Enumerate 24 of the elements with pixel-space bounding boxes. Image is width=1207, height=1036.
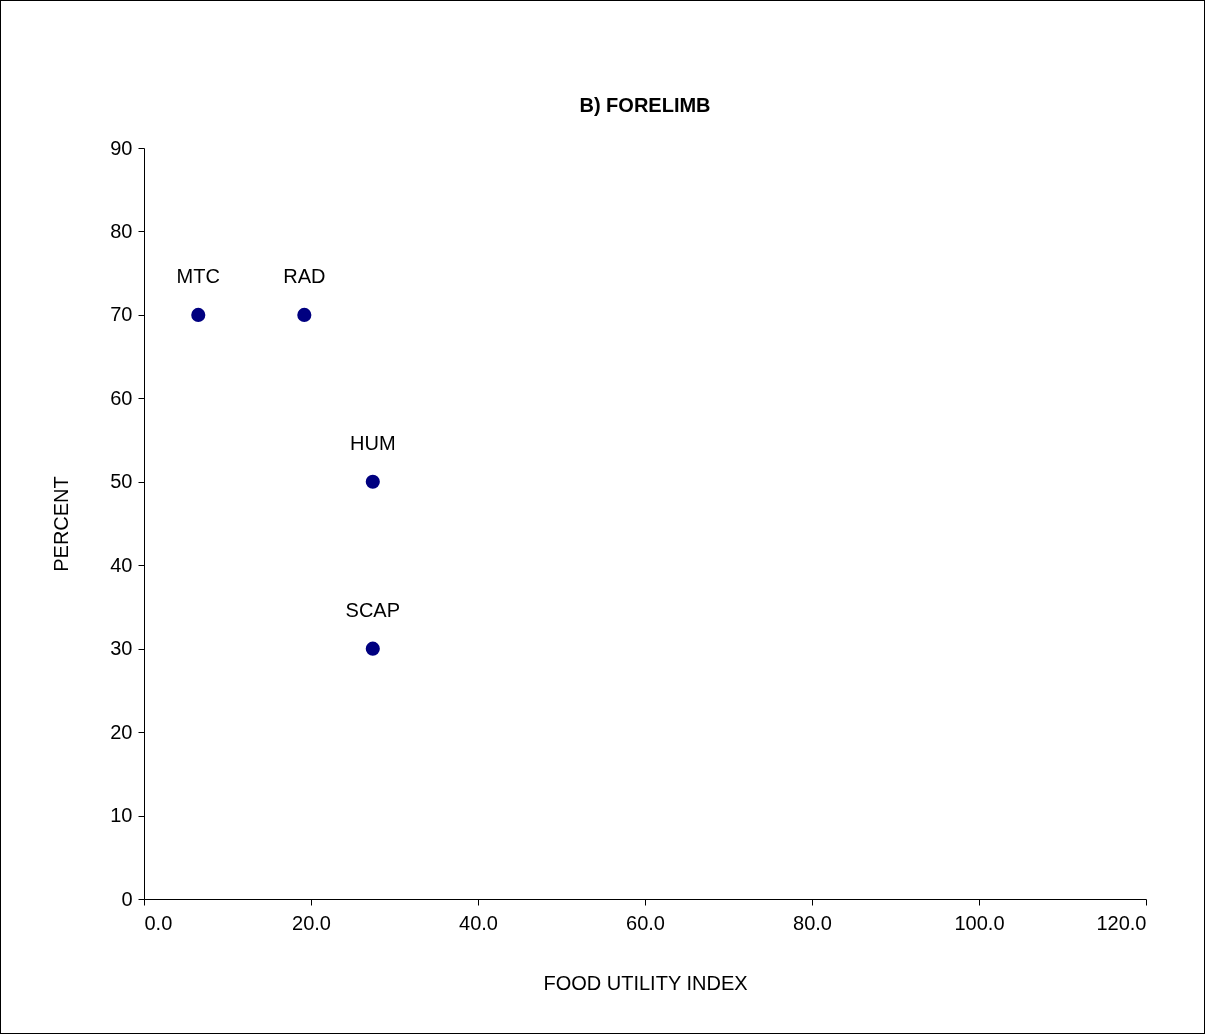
x-tick-label: 0.0: [144, 911, 173, 934]
annotation: SCAP: [345, 598, 401, 621]
x-tick-label: 20.0: [292, 911, 331, 934]
y-tick-label: 90: [110, 136, 133, 159]
annotation: HUM: [350, 431, 396, 454]
x-tick-label: 80.0: [793, 911, 832, 934]
annotation: RAD: [283, 264, 326, 287]
y-tick-label: 40: [110, 553, 133, 576]
y-tick-label: 50: [110, 470, 133, 493]
y-tick-label: 30: [110, 637, 133, 660]
y-tick-label: 20: [110, 720, 133, 743]
y-tick-label: 60: [110, 386, 133, 409]
x-tick-label: 120.0: [1096, 911, 1147, 934]
x-tick-label: 100.0: [954, 911, 1005, 934]
y-tick-label: 0: [121, 887, 133, 910]
chart-title: B) FORELIMB: [579, 94, 711, 116]
y-tick-label: 70: [110, 303, 133, 326]
y-tick-label: 80: [110, 219, 133, 242]
x-tick-label: 40.0: [459, 911, 498, 934]
y-axis-title: PERCENT: [50, 476, 73, 572]
annotation: MTC: [176, 264, 220, 287]
x-tick-label: 60.0: [626, 911, 665, 934]
x-axis-title: FOOD UTILITY INDEX: [543, 971, 748, 994]
y-tick-label: 10: [110, 804, 133, 827]
